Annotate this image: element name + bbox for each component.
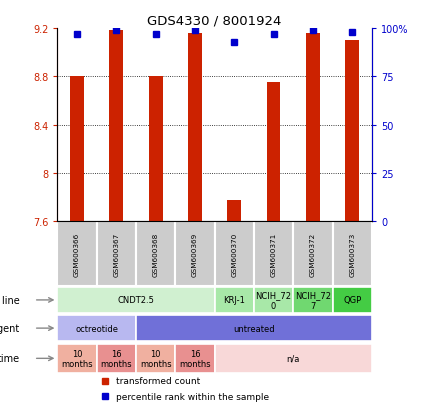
Bar: [57, 222, 96, 286]
Text: NCIH_72
0: NCIH_72 0: [255, 290, 292, 310]
Bar: [57, 344, 96, 373]
Bar: [227, 200, 241, 222]
Text: 10
months: 10 months: [140, 349, 171, 368]
Text: cell line: cell line: [0, 295, 20, 305]
Text: KRJ-1: KRJ-1: [224, 296, 245, 305]
Bar: [188, 34, 202, 222]
Bar: [70, 77, 84, 222]
Text: n/a: n/a: [286, 354, 300, 363]
Bar: [136, 222, 175, 286]
Text: GSM600370: GSM600370: [231, 232, 237, 276]
Bar: [136, 316, 372, 341]
Text: octreotide: octreotide: [75, 324, 118, 333]
Bar: [96, 222, 136, 286]
Text: GSM600368: GSM600368: [153, 232, 159, 276]
Bar: [149, 77, 162, 222]
Bar: [215, 222, 254, 286]
Text: GSM600367: GSM600367: [113, 232, 119, 276]
Bar: [306, 34, 320, 222]
Bar: [175, 222, 215, 286]
Bar: [254, 222, 293, 286]
Title: GDS4330 / 8001924: GDS4330 / 8001924: [147, 15, 282, 28]
Bar: [293, 222, 332, 286]
Text: 10
months: 10 months: [61, 349, 93, 368]
Bar: [175, 344, 215, 373]
Text: QGP: QGP: [343, 296, 361, 305]
Text: CNDT2.5: CNDT2.5: [118, 296, 154, 305]
Bar: [332, 287, 372, 313]
Text: GSM600369: GSM600369: [192, 232, 198, 276]
Text: transformed count: transformed count: [116, 376, 200, 385]
Bar: [57, 316, 136, 341]
Bar: [332, 222, 372, 286]
Text: untreated: untreated: [233, 324, 275, 333]
Text: agent: agent: [0, 323, 20, 333]
Text: 16
months: 16 months: [179, 349, 211, 368]
Bar: [136, 344, 175, 373]
Bar: [215, 287, 254, 313]
Bar: [267, 83, 280, 222]
Text: GSM600366: GSM600366: [74, 232, 80, 276]
Text: time: time: [0, 354, 20, 363]
Bar: [57, 287, 215, 313]
Bar: [96, 344, 136, 373]
Bar: [254, 287, 293, 313]
Bar: [215, 344, 372, 373]
Text: percentile rank within the sample: percentile rank within the sample: [116, 392, 269, 401]
Bar: [110, 31, 123, 222]
Bar: [293, 287, 332, 313]
Text: 16
months: 16 months: [101, 349, 132, 368]
Text: NCIH_72
7: NCIH_72 7: [295, 290, 331, 310]
Text: GSM600373: GSM600373: [349, 232, 355, 276]
Text: GSM600371: GSM600371: [271, 232, 277, 276]
Text: GSM600372: GSM600372: [310, 232, 316, 276]
Bar: [346, 41, 359, 222]
